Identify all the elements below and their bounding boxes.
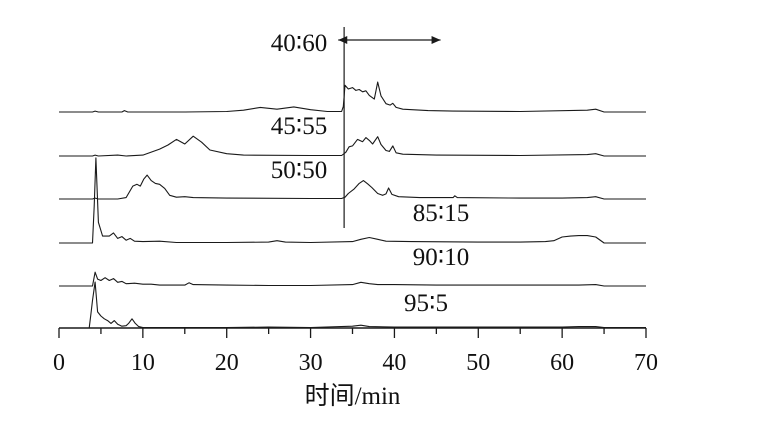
arrow-head-left <box>338 36 348 44</box>
solvent-arrow-annotation <box>338 27 441 228</box>
ratio-label-85-15: 85∶15 <box>413 200 470 227</box>
trace-45-55 <box>59 135 646 157</box>
trace-50-50 <box>59 174 646 200</box>
x-tick-label: 60 <box>550 350 574 376</box>
ratio-label-40-60: 40∶60 <box>271 30 328 57</box>
ratio-label-50-50: 50∶50 <box>271 157 328 184</box>
traces-group <box>59 81 646 329</box>
trace-95-5 <box>59 281 646 329</box>
ratio-label-45-55: 45∶55 <box>271 113 328 140</box>
x-axis-ticks: 0 10 20 30 40 50 60 70 <box>53 328 658 376</box>
x-tick-label: 30 <box>299 350 323 376</box>
ratio-label-90-10: 90∶10 <box>413 244 470 271</box>
x-tick-label: 40 <box>382 350 406 376</box>
trace-85-15 <box>59 157 646 244</box>
trace-90-10 <box>59 271 646 287</box>
trace-40-60 <box>59 81 646 113</box>
x-axis-title: 时间/min <box>305 382 401 410</box>
ratio-label-95-5: 95∶5 <box>404 290 448 317</box>
x-tick-label: 0 <box>53 350 65 376</box>
ratio-labels-group: 40∶60 45∶55 50∶50 85∶15 90∶10 95∶5 <box>271 30 470 317</box>
x-axis: 0 10 20 30 40 50 60 70 <box>53 327 658 376</box>
x-tick-label: 50 <box>466 350 490 376</box>
x-tick-label: 10 <box>131 350 155 376</box>
x-tick-label: 20 <box>215 350 239 376</box>
x-tick-label: 70 <box>634 350 658 376</box>
arrow-head-right <box>431 36 441 44</box>
